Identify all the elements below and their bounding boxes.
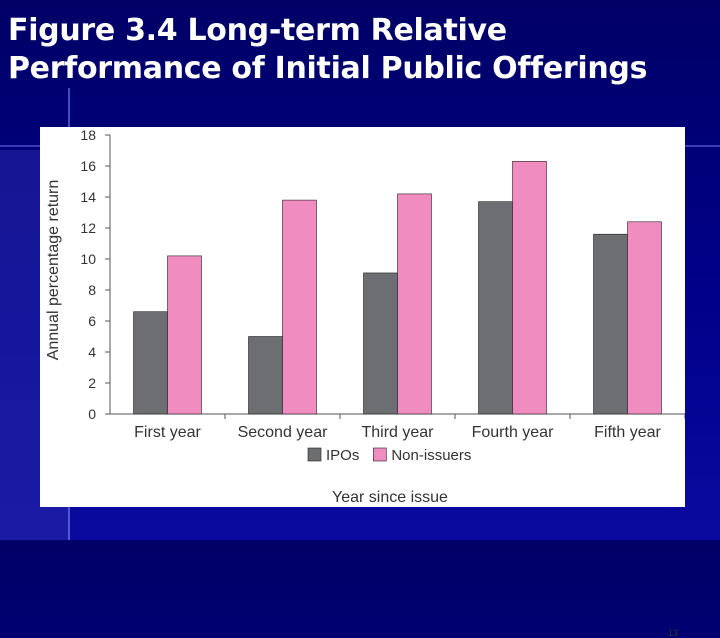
legend-label: IPOs: [326, 447, 359, 464]
y-tick-label: 16: [80, 158, 96, 174]
y-tick-label: 8: [88, 282, 96, 298]
x-axis-label: Year since issue: [332, 489, 448, 506]
y-tick-label: 4: [88, 344, 96, 360]
bar-chart: Annual percentage return Year since issu…: [45, 127, 685, 506]
y-tick-label: 2: [88, 375, 96, 391]
bar-ipos: [478, 201, 513, 415]
bar-non-issuers: [627, 221, 662, 415]
bar-ipos: [363, 272, 398, 415]
bar-non-issuers: [397, 193, 432, 415]
slide-title: Figure 3.4 Long-term Relative Performanc…: [8, 12, 647, 88]
bar-non-issuers: [512, 161, 547, 415]
y-tick-label: 12: [80, 220, 96, 236]
y-tick-label: 10: [80, 251, 96, 267]
x-tick-label: Second year: [238, 424, 329, 441]
bar-ipos: [593, 233, 628, 415]
y-tick-label: 18: [80, 127, 96, 143]
slide-title-line-1: Figure 3.4 Long-term Relative: [8, 13, 507, 48]
x-tick-label: First year: [134, 424, 201, 441]
bar-non-issuers: [167, 255, 202, 415]
y-tick-label: 6: [88, 313, 96, 329]
page-number: 13: [667, 628, 678, 638]
x-tick-label: Fourth year: [472, 424, 554, 441]
bar-ipos: [248, 336, 283, 415]
legend-swatch: [307, 447, 322, 462]
x-tick-label: Fifth year: [594, 424, 661, 441]
chart-figure: Annual percentage return Year since issu…: [40, 127, 685, 638]
y-tick-label: 14: [80, 189, 96, 205]
bar-non-issuers: [282, 199, 317, 415]
slide-title-line-2: Performance of Initial Public Offerings: [8, 51, 648, 86]
x-tick-label: Third year: [361, 424, 434, 441]
legend-label: Non-issuers: [391, 447, 471, 464]
legend-swatch: [373, 447, 387, 462]
bar-ipos: [133, 311, 168, 415]
y-axis-label: Annual percentage return: [45, 180, 62, 361]
y-tick-label: 0: [88, 406, 96, 422]
